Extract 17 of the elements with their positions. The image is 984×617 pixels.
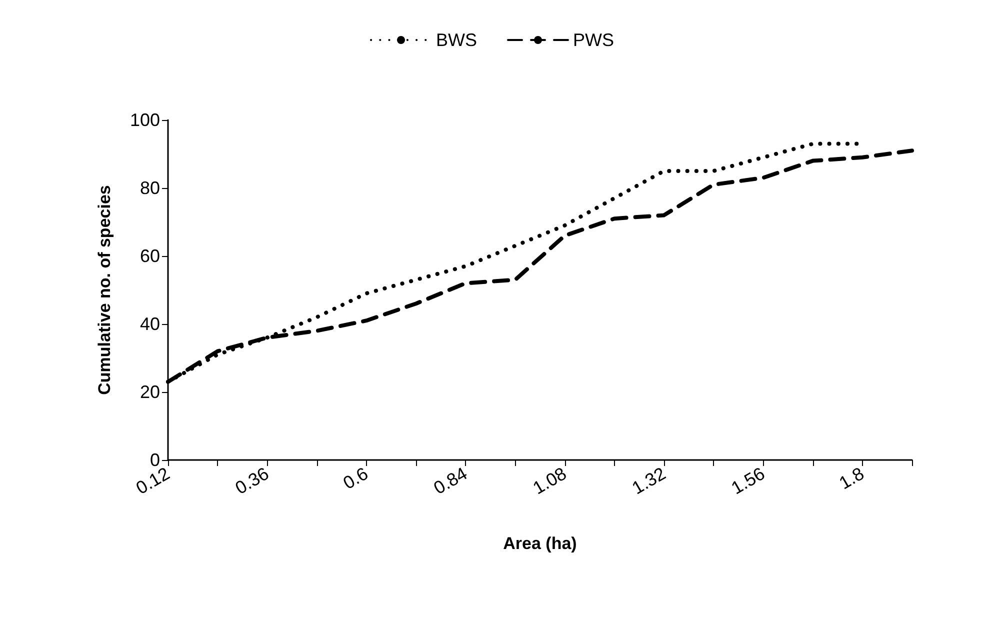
y-tick-label: 80 — [140, 178, 160, 198]
x-tick-label: 1.32 — [628, 463, 669, 498]
legend-label: BWS — [436, 30, 478, 50]
x-tick-label: 1.56 — [728, 463, 768, 498]
x-tick-label: 0.84 — [430, 463, 471, 498]
y-tick-label: 20 — [140, 382, 160, 402]
y-tick-label: 100 — [130, 110, 160, 130]
x-axis-title: Area (ha) — [503, 534, 577, 553]
legend-label: PWS — [573, 30, 614, 50]
x-tick-label: 1.8 — [836, 463, 868, 494]
y-tick-label: 40 — [140, 314, 160, 334]
y-tick-label: 60 — [140, 246, 160, 266]
x-tick-label: 0.36 — [232, 463, 272, 498]
y-axis-title: Cumulative no. of species — [95, 185, 114, 395]
y-tick-label: 0 — [150, 450, 160, 470]
x-tick-label: 1.08 — [529, 463, 570, 498]
x-tick-label: 0.6 — [340, 463, 372, 494]
